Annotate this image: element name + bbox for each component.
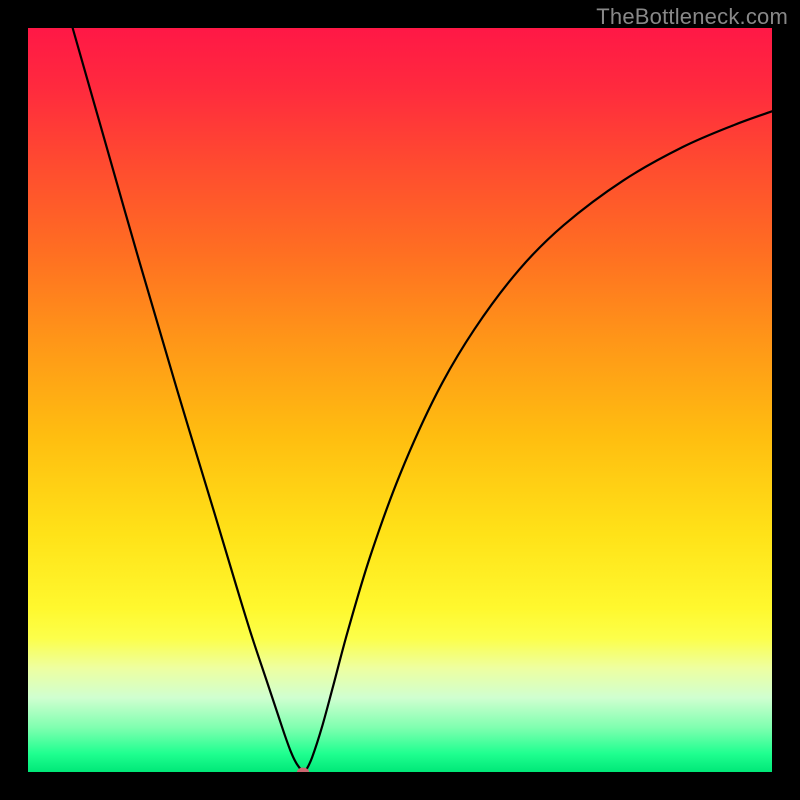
chart-plot-area (28, 28, 772, 772)
minimum-marker (297, 768, 309, 773)
bottleneck-curve (28, 28, 772, 772)
watermark-text: TheBottleneck.com (596, 4, 788, 30)
